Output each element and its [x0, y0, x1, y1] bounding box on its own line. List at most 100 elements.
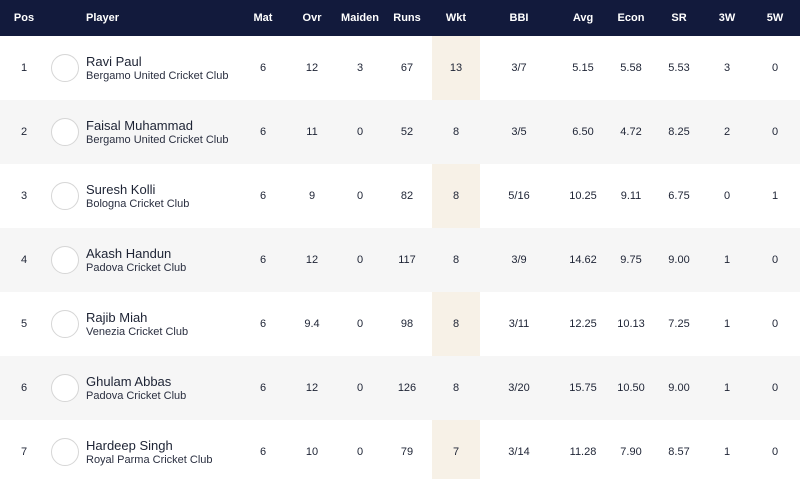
row-3w: 1 [723, 446, 731, 458]
header-runs[interactable]: Runs [393, 12, 421, 24]
header-player[interactable]: Player [86, 12, 120, 24]
row-mat: 6 [259, 382, 267, 394]
header-mat[interactable]: Mat [253, 12, 273, 24]
header-econ[interactable]: Econ [617, 12, 645, 24]
row-wkt: 8 [452, 318, 460, 330]
row-sr: 7.25 [668, 318, 690, 330]
player-name[interactable]: Ghulam Abbas [86, 373, 172, 389]
row-sr: 5.53 [668, 62, 690, 74]
table-row[interactable]: 4 Akash Handun Padova Cricket Club 6 12 0… [0, 228, 800, 292]
row-bbi: 3/11 [508, 318, 530, 330]
row-avg: 14.62 [569, 254, 597, 266]
row-runs: 126 [397, 382, 417, 394]
header-wkt[interactable]: Wkt [445, 12, 467, 24]
row-ovr: 12 [305, 382, 319, 394]
row-3w: 1 [723, 254, 731, 266]
row-5w: 0 [771, 126, 779, 138]
player-cell: Ghulam Abbas Padova Cricket Club [86, 356, 336, 420]
row-runs: 67 [400, 62, 414, 74]
row-avg: 6.50 [572, 126, 594, 138]
player-club: Bergamo United Cricket Club [86, 69, 229, 82]
table-row[interactable]: 1 Ravi Paul Bergamo United Cricket Club 6… [0, 36, 800, 100]
row-econ: 10.13 [617, 318, 645, 330]
row-bbi: 3/7 [511, 62, 527, 74]
player-name[interactable]: Ravi Paul [86, 53, 142, 69]
player-avatar[interactable] [51, 310, 79, 338]
player-club: Padova Cricket Club [86, 389, 187, 402]
header-pos[interactable]: Pos [13, 12, 35, 24]
table-row[interactable]: 2 Faisal Muhammad Bergamo United Cricket … [0, 100, 800, 164]
row-runs: 117 [398, 254, 416, 266]
header-bbi[interactable]: BBI [509, 12, 529, 24]
player-club: Bologna Cricket Club [86, 197, 190, 210]
row-ovr: 10 [305, 446, 319, 458]
row-mat: 6 [259, 126, 267, 138]
player-name[interactable]: Hardeep Singh [86, 437, 173, 453]
player-cell: Hardeep Singh Royal Parma Cricket Club [86, 420, 336, 484]
row-maiden: 0 [356, 382, 364, 394]
row-5w: 0 [771, 446, 779, 458]
player-avatar[interactable] [51, 438, 79, 466]
row-wkt: 13 [449, 62, 463, 74]
table-row[interactable]: 6 Ghulam Abbas Padova Cricket Club 6 12 0… [0, 356, 800, 420]
header-maiden[interactable]: Maiden [341, 12, 379, 24]
row-avg: 12.25 [569, 318, 597, 330]
player-cell: Rajib Miah Venezia Cricket Club [86, 292, 336, 356]
row-sr: 9.00 [668, 254, 690, 266]
row-runs: 79 [400, 446, 414, 458]
row-ovr: 9.4 [304, 318, 320, 330]
table-row[interactable]: 5 Rajib Miah Venezia Cricket Club 6 9.4 0… [0, 292, 800, 356]
row-econ: 4.72 [620, 126, 642, 138]
row-ovr: 12 [305, 62, 319, 74]
header-ovr[interactable]: Ovr [302, 12, 322, 24]
row-mat: 6 [259, 446, 267, 458]
row-ovr: 12 [305, 254, 319, 266]
row-maiden: 0 [356, 254, 364, 266]
player-cell: Ravi Paul Bergamo United Cricket Club [86, 36, 336, 100]
row-econ: 5.58 [620, 62, 642, 74]
row-mat: 6 [259, 190, 267, 202]
row-maiden: 0 [356, 318, 364, 330]
player-avatar[interactable] [51, 54, 79, 82]
table-row[interactable]: 3 Suresh Kolli Bologna Cricket Club 6 9 0… [0, 164, 800, 228]
row-bbi: 3/14 [508, 446, 530, 458]
row-pos: 5 [20, 318, 28, 330]
header-5w[interactable]: 5W [766, 12, 784, 24]
table-row[interactable]: 7 Hardeep Singh Royal Parma Cricket Club … [0, 420, 800, 484]
player-avatar[interactable] [51, 118, 79, 146]
row-econ: 9.75 [620, 254, 642, 266]
row-5w: 0 [771, 254, 779, 266]
player-name[interactable]: Faisal Muhammad [86, 117, 193, 133]
row-bbi: 3/20 [508, 382, 530, 394]
row-wkt: 8 [452, 382, 460, 394]
table-header: Pos Player Mat Ovr Maiden Runs Wkt BBI A… [0, 0, 800, 36]
row-bbi: 3/5 [511, 126, 527, 138]
player-name[interactable]: Akash Handun [86, 245, 172, 261]
player-avatar[interactable] [51, 246, 79, 274]
player-name[interactable]: Rajib Miah [86, 309, 148, 325]
player-avatar[interactable] [51, 182, 79, 210]
player-name[interactable]: Suresh Kolli [86, 181, 156, 197]
row-5w: 0 [771, 62, 779, 74]
row-runs: 82 [400, 190, 414, 202]
row-mat: 6 [259, 62, 267, 74]
row-sr: 8.57 [668, 446, 690, 458]
player-club: Bergamo United Cricket Club [86, 133, 229, 146]
row-ovr: 11 [306, 126, 318, 138]
row-sr: 9.00 [668, 382, 690, 394]
row-avg: 5.15 [572, 62, 594, 74]
row-mat: 6 [259, 254, 267, 266]
row-avg: 11.28 [569, 446, 597, 458]
row-5w: 0 [771, 318, 779, 330]
row-pos: 3 [20, 190, 28, 202]
row-wkt: 8 [452, 126, 460, 138]
header-sr[interactable]: SR [671, 12, 687, 24]
header-avg[interactable]: Avg [572, 12, 594, 24]
row-pos: 1 [20, 62, 28, 74]
row-sr: 8.25 [668, 126, 690, 138]
row-maiden: 0 [356, 446, 364, 458]
row-3w: 1 [723, 318, 731, 330]
player-avatar[interactable] [51, 374, 79, 402]
header-3w[interactable]: 3W [718, 12, 736, 24]
